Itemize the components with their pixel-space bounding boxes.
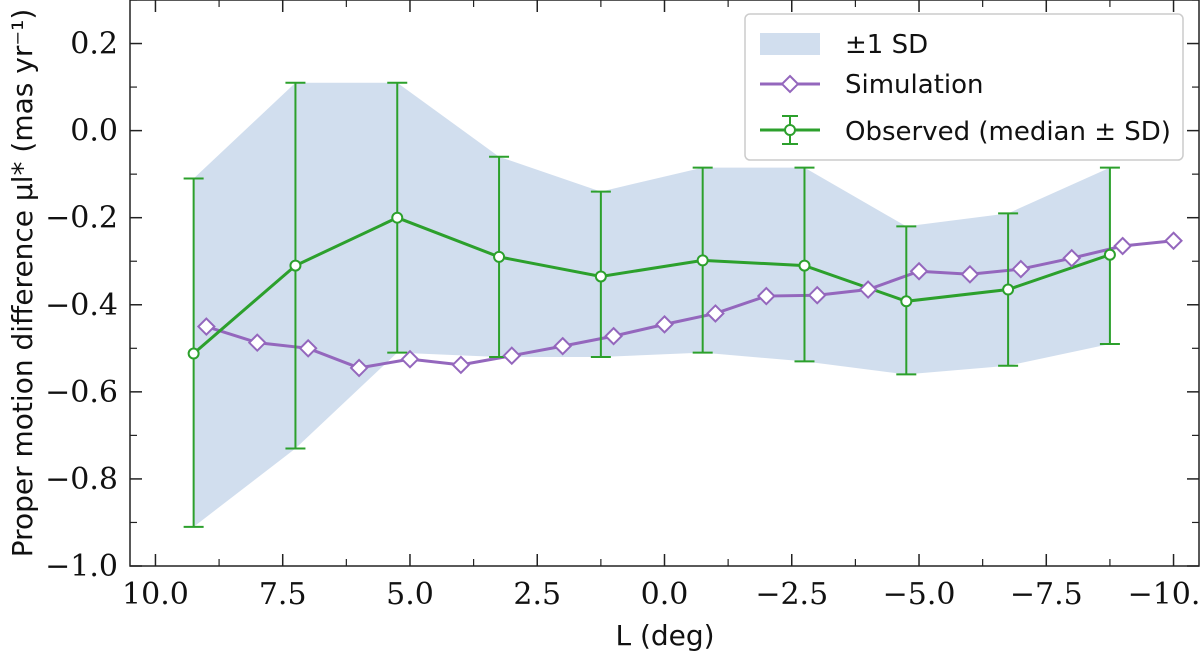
legend-box bbox=[744, 13, 1184, 161]
legend: ±1 SD Simulation Observed (median ± SD) bbox=[744, 13, 1184, 161]
simulation-point bbox=[1011, 259, 1031, 279]
legend-entry-observed: Observed (median ± SD) bbox=[845, 117, 1171, 147]
observed-point bbox=[289, 259, 302, 272]
simulation-point bbox=[858, 280, 878, 299]
observed-point bbox=[696, 254, 709, 267]
x-tick-label: 2.5 bbox=[513, 577, 561, 612]
sd-band-layer bbox=[193, 82, 1110, 527]
simulation-point bbox=[247, 333, 267, 353]
simulation-point bbox=[298, 338, 318, 358]
simulation-point bbox=[756, 286, 776, 306]
y-tick-label: 0.0 bbox=[70, 114, 118, 149]
y-tick-label: −0.4 bbox=[45, 288, 118, 323]
x-tick-label: −7.5 bbox=[1010, 577, 1083, 612]
legend-observed-symbol bbox=[760, 115, 820, 145]
simulation-point bbox=[909, 261, 929, 281]
simulation-point bbox=[451, 355, 471, 375]
x-ticks: 10.0 7.5 5.0 2.5 0.0 −2.5 −5.0 −7.5 −10.0 bbox=[122, 0, 1200, 612]
y-tick-label: −0.6 bbox=[45, 375, 118, 410]
x-axis-label: L (deg) bbox=[615, 619, 714, 652]
simulation-point bbox=[655, 314, 674, 334]
y-tick-label: −0.2 bbox=[45, 201, 118, 236]
x-tick-label: 7.5 bbox=[259, 577, 307, 612]
observed-line bbox=[192, 216, 1111, 355]
legend-entry-band: ±1 SD bbox=[845, 30, 928, 60]
observed-point bbox=[900, 295, 913, 308]
sd-band bbox=[193, 82, 1110, 527]
simulation-point bbox=[196, 317, 216, 336]
y-ticks: 0.2 0.0 −0.2 −0.4 −0.6 −0.8 −1.0 bbox=[45, 0, 1199, 584]
observed-point bbox=[493, 250, 506, 263]
legend-entry-simulation: Simulation bbox=[845, 70, 984, 100]
x-tick-label: 10.0 bbox=[122, 577, 189, 612]
simulation-point bbox=[604, 326, 624, 346]
x-tick-label: 5.0 bbox=[386, 577, 434, 612]
simulation-point bbox=[1062, 248, 1082, 268]
observed-point bbox=[798, 259, 811, 272]
observed-point bbox=[187, 347, 200, 360]
legend-simulation-marker bbox=[780, 74, 800, 94]
simulation-point bbox=[553, 336, 573, 356]
y-tick-label: −1.0 bbox=[45, 549, 118, 584]
simulation-point bbox=[400, 349, 420, 369]
simulation-point bbox=[349, 358, 369, 378]
observed-point bbox=[1002, 283, 1015, 296]
x-tick-label: −10.0 bbox=[1128, 577, 1200, 612]
marker-layer bbox=[187, 211, 1183, 378]
simulation-point bbox=[1164, 231, 1183, 251]
x-tick-label: −5.0 bbox=[883, 577, 956, 612]
simulation-point bbox=[705, 304, 725, 323]
y-tick-label: 0.2 bbox=[70, 27, 118, 62]
simulation-point bbox=[502, 346, 522, 366]
legend-band-swatch bbox=[760, 33, 820, 55]
y-axis-label: Proper motion difference μl* (mas yr⁻¹) bbox=[6, 9, 39, 558]
observed-point bbox=[594, 270, 607, 283]
simulation-point bbox=[1113, 236, 1133, 256]
x-tick-label: −2.5 bbox=[755, 577, 828, 612]
observed-point bbox=[1103, 248, 1116, 261]
observed-point bbox=[391, 211, 404, 224]
simulation-point bbox=[960, 264, 980, 284]
simulation-point bbox=[807, 285, 827, 305]
y-tick-label: −0.8 bbox=[45, 462, 118, 497]
x-tick-label: 0.0 bbox=[641, 577, 689, 612]
